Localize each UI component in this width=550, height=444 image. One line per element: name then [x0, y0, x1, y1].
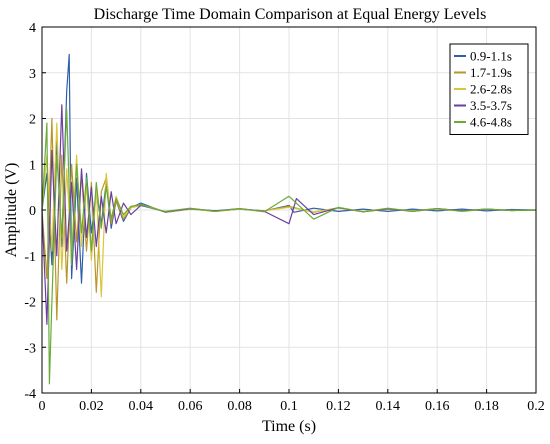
y-axis-title: Amplitude (V) — [3, 163, 20, 258]
series-line — [41, 108, 537, 385]
y-tick-label: -4 — [24, 387, 36, 402]
y-tick-label: 1 — [29, 158, 36, 173]
x-tick-label: 0.12 — [326, 399, 351, 414]
legend-entry: 4.6-4.8s — [470, 115, 512, 130]
y-tick-label: 4 — [29, 21, 36, 36]
series-lines — [41, 53, 537, 385]
y-tick-label: -3 — [24, 341, 36, 356]
legend-entry: 0.9-1.1s — [470, 49, 512, 64]
x-tick-label: 0.02 — [79, 399, 104, 414]
x-tick-label: 0.18 — [474, 399, 499, 414]
legend-entry: 1.7-1.9s — [470, 65, 512, 80]
x-tick-label: 0.14 — [376, 399, 401, 414]
chart-title: Discharge Time Domain Comparison at Equa… — [94, 6, 487, 23]
legend: 0.9-1.1s1.7-1.9s 2.6-2.8s3.5-3.7s 4.6-4.8s — [449, 43, 529, 135]
x-tick-label: 0.04 — [129, 399, 154, 414]
x-tick-label: 0.16 — [425, 399, 450, 414]
x-tick-label: 0.06 — [178, 399, 203, 414]
x-axis-title: Time (s) — [262, 418, 316, 435]
y-tick-label: -1 — [24, 250, 36, 265]
x-tick-label: 0 — [39, 399, 46, 414]
y-tick-label: 3 — [29, 67, 36, 82]
axis-ticks: 0 0.02 0.04 0.06 0.08 0.1 0.12 0.14 0.16 0.18 0.2 -… — [24, 21, 544, 414]
y-tick-label: 2 — [29, 113, 36, 128]
legend-entry: 3.5-3.7s — [470, 98, 512, 113]
y-tick-label: -2 — [24, 296, 36, 311]
x-tick-label: 0.2 — [527, 399, 545, 414]
x-tick-label: 0.08 — [227, 399, 252, 414]
legend-entry: 2.6-2.8s — [470, 82, 512, 97]
y-tick-label: 0 — [29, 204, 36, 219]
x-tick-label: 0.1 — [280, 399, 298, 414]
